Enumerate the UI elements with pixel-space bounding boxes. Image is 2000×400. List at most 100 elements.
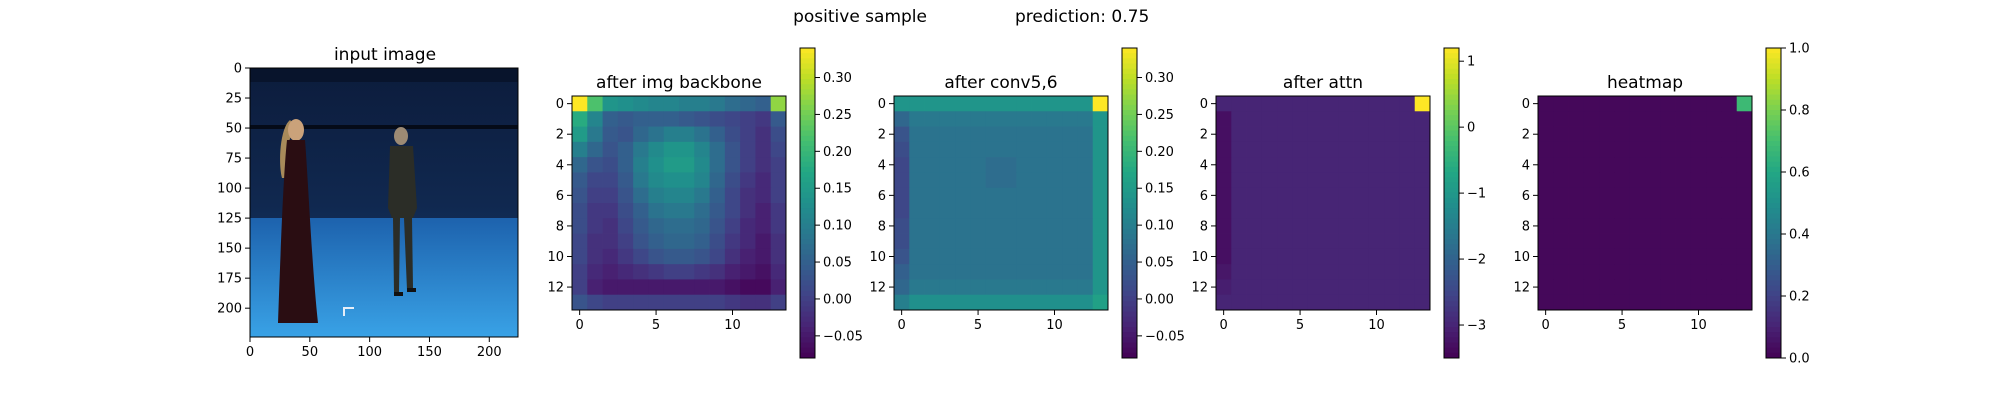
suptitle-sample: positive sample (793, 7, 927, 27)
colorbar-band (1122, 197, 1137, 204)
heatmap-cell (724, 218, 741, 234)
heatmap-cell (1384, 96, 1400, 112)
heatmap-cell (709, 141, 726, 158)
heatmap-cell (1690, 141, 1707, 158)
heatmap-cell (1736, 157, 1753, 173)
heatmap-cell (1092, 96, 1109, 112)
heatmap-cell (740, 141, 756, 158)
y-tick-label: 10 (1513, 250, 1530, 265)
colorbar-tick-label: −1 (1467, 187, 1486, 202)
colorbar-band (1766, 84, 1781, 90)
colorbar-band (1766, 228, 1781, 235)
heatmap-cell (648, 264, 665, 280)
y-tick-label: 8 (556, 219, 564, 234)
heatmap-cell (587, 187, 603, 204)
colorbar-band (1122, 265, 1137, 271)
heatmap-cell (1675, 172, 1692, 189)
heatmap-cell (1277, 218, 1293, 234)
heatmap-cell (1001, 264, 1017, 280)
heatmap-cell (894, 96, 910, 112)
heatmap-cell (617, 233, 634, 250)
y-tick-label: 12 (1513, 281, 1530, 296)
colorbar-band (1766, 58, 1781, 64)
heatmap-cell (740, 111, 756, 127)
colorbar-band (1444, 115, 1459, 121)
heatmap-cell (1568, 203, 1585, 219)
colorbar-band (1766, 125, 1781, 132)
heatmap-cell (939, 248, 956, 265)
heatmap-cell (679, 294, 695, 311)
y-tick-label: 100 (217, 182, 242, 197)
heatmap-cell (1568, 279, 1585, 296)
heatmap-cell (740, 172, 756, 189)
heatmap-cell (1323, 96, 1339, 112)
heatmap-cell (924, 233, 941, 250)
colorbar-band (1766, 166, 1781, 173)
heatmap-cell (1077, 203, 1094, 219)
heatmap-cell (1323, 111, 1339, 127)
colorbar-band (1122, 244, 1137, 250)
colorbar-band (1444, 228, 1459, 235)
heatmap-cell (1323, 157, 1339, 173)
heatmap-cell (1629, 248, 1646, 265)
colorbar-tick-label: 1.0 (1789, 42, 1810, 57)
heatmap-cell (1614, 126, 1631, 143)
heatmap-cell (1706, 157, 1722, 173)
heatmap-cell (1721, 203, 1738, 219)
heatmap-cell (694, 157, 710, 173)
heatmap-cell (1629, 126, 1646, 143)
heatmap-cell (1077, 111, 1094, 127)
heatmap-cell (648, 172, 665, 189)
heatmap-cell (1231, 294, 1247, 311)
x-tick-label: 10 (1368, 318, 1385, 333)
heatmap-cell (1292, 218, 1309, 234)
heatmap-cell (1092, 203, 1109, 219)
heatmap-cell (985, 157, 1002, 173)
heatmap-cell (1216, 203, 1232, 219)
heatmap-cell (924, 172, 941, 189)
heatmap-cell (587, 233, 603, 250)
colorbar-tick-label: 0.15 (1145, 182, 1174, 197)
colorbar-band (1766, 213, 1781, 219)
heatmap-cell (1690, 157, 1707, 173)
heatmap-cell (663, 172, 680, 189)
floor-marker (343, 307, 354, 316)
heatmap-cell (1016, 203, 1032, 219)
colorbar-band (1444, 192, 1459, 199)
heatmap-cell (1062, 279, 1078, 296)
heatmap-cell (740, 187, 756, 204)
heatmap-cell (939, 218, 956, 234)
input-image-title: input image (334, 45, 436, 65)
heatmap-cell (724, 203, 741, 219)
colorbar-band (1444, 99, 1459, 106)
colorbar-band (1444, 73, 1459, 80)
colorbar-band (800, 130, 815, 137)
heatmap-cell (1231, 96, 1247, 112)
heatmap-cell (985, 126, 1002, 143)
heatmap-cell (663, 264, 680, 280)
heatmap-cell (1077, 157, 1094, 173)
heatmap-cell (1261, 294, 1278, 311)
colorbar-band (800, 306, 815, 312)
colorbar-band (1122, 337, 1137, 343)
heatmap-cell (709, 126, 726, 143)
heatmap-cell (1629, 111, 1646, 127)
heatmap-cell (679, 111, 695, 127)
colorbar-band (1444, 296, 1459, 302)
heatmap-cell (1553, 126, 1569, 143)
heatmap-cell (1062, 218, 1078, 234)
heatmap-cell (1323, 172, 1339, 189)
heatmap-cell (939, 187, 956, 204)
heatmap-cell (909, 203, 925, 219)
heatmap-cell (1384, 203, 1400, 219)
heatmap-cell (1599, 294, 1615, 311)
panel-input-image: input image (217, 45, 519, 360)
colorbar-band (1122, 156, 1137, 163)
heatmap-cell (1307, 157, 1324, 173)
heatmap-cell (955, 279, 971, 296)
heatmap-cell (724, 141, 741, 158)
heatmap-cell (755, 203, 772, 219)
heatmap-cell (939, 294, 956, 311)
heatmap-cell (1368, 187, 1385, 204)
colorbar-band (1766, 115, 1781, 121)
